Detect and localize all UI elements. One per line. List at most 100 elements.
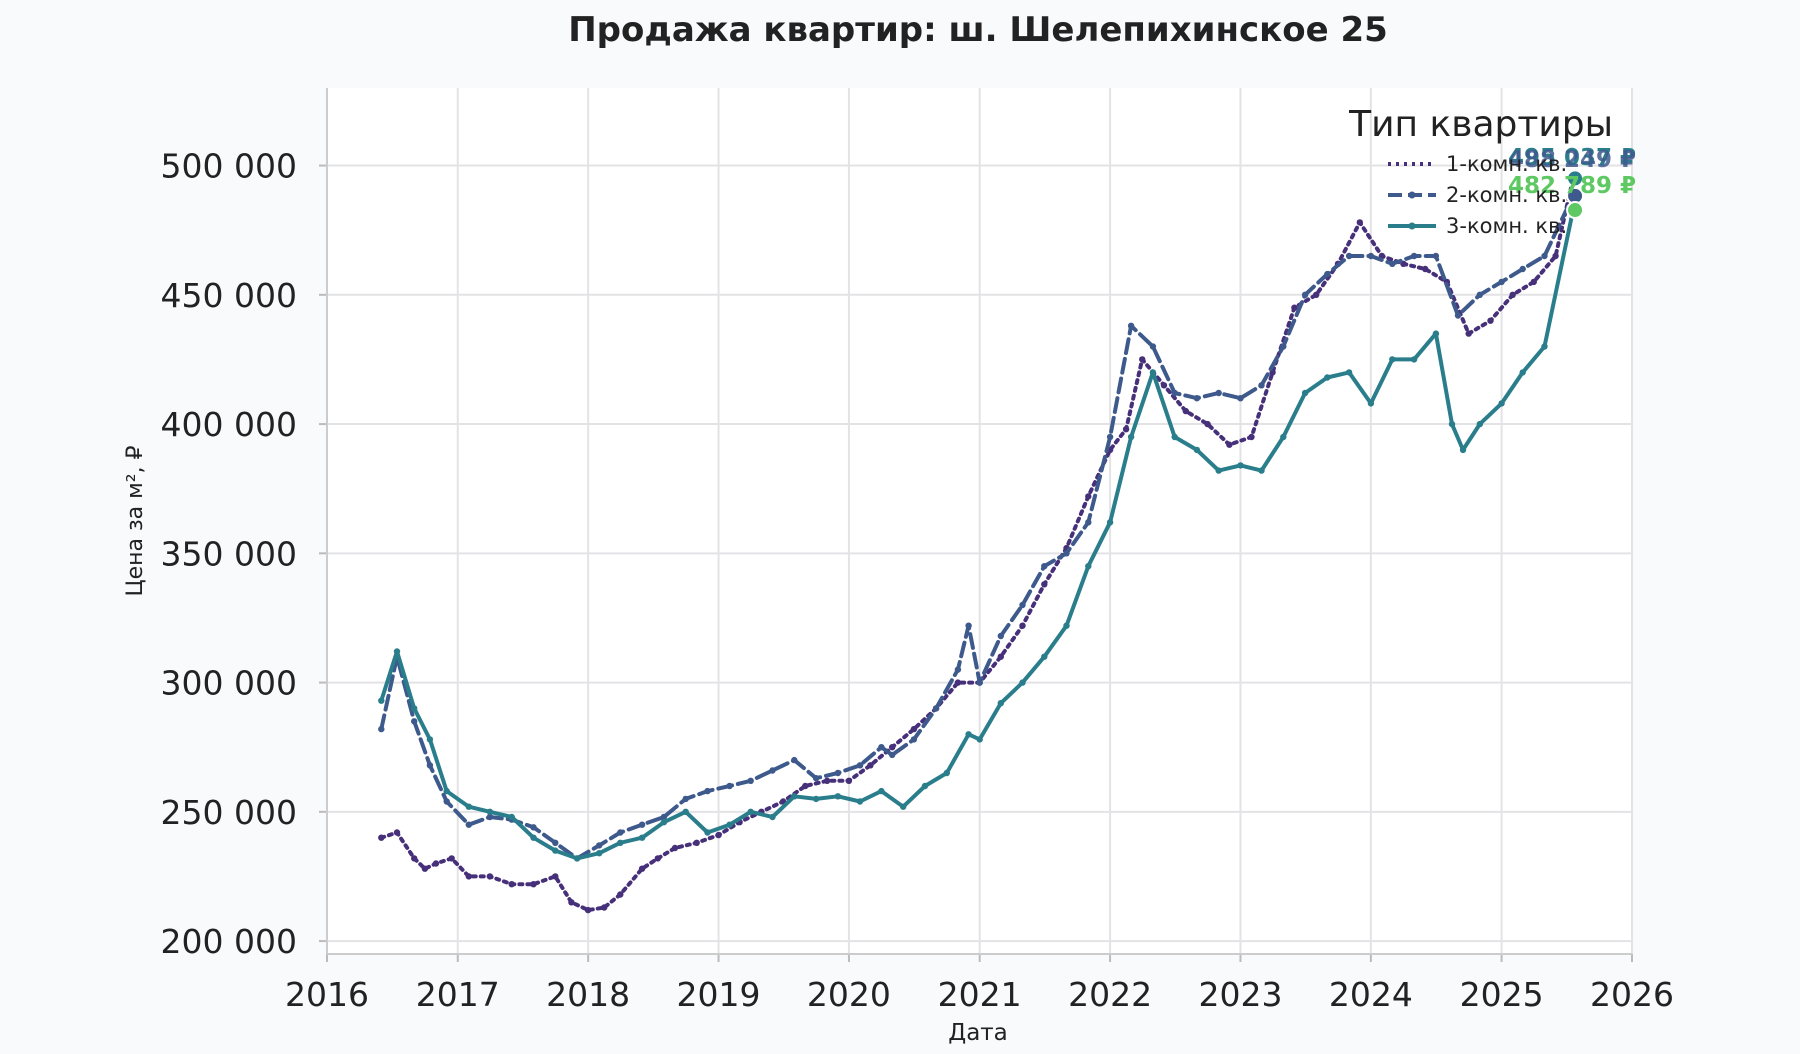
data-point [1182,407,1190,415]
data-point [1422,265,1429,273]
data-point [1237,395,1244,402]
data-point [1519,369,1526,376]
data-point [1498,278,1505,286]
data-point [1127,322,1135,329]
data-point [856,762,864,769]
data-point [1541,343,1548,350]
series-2-room [378,192,1577,862]
data-point [1432,330,1440,337]
end-labels: 495 037 ₽482 789 ₽488 249 ₽ [1508,145,1636,220]
data-point [1085,563,1092,570]
data-point [769,767,776,774]
data-point [1106,433,1114,441]
data-point [654,855,661,862]
data-point [1519,265,1526,273]
data-point [878,744,885,751]
data-point [878,787,885,795]
data-point [682,808,689,815]
legend-marker [1408,191,1416,199]
data-point [426,736,434,743]
legend-label-2: 2-комн. кв. [1446,183,1567,207]
data-point [1476,291,1484,298]
data-point [1149,369,1157,376]
x-tick-label: 2019 [677,975,761,1014]
data-point [1389,356,1396,363]
data-point [976,679,983,686]
data-point [1498,400,1505,407]
data-point [486,873,494,880]
data-point [552,839,559,846]
end-marker [1566,201,1585,220]
data-point [465,803,472,810]
data-point [997,632,1004,640]
data-point [443,787,450,795]
data-point [1215,467,1222,474]
data-point [682,795,689,803]
series-3-room [378,206,1577,862]
data-point [1345,252,1353,260]
data-point [1258,382,1265,389]
x-tick-label: 2023 [1198,975,1282,1014]
data-point [530,881,537,888]
data-point [393,829,401,836]
legend: Тип квартиры 1-комн. кв. 2-комн. кв. 3-ком… [1348,104,1613,238]
data-point [465,873,472,880]
data-point [596,850,603,857]
data-point [1171,389,1178,397]
data-point [1280,433,1287,441]
data-point [1291,304,1298,311]
data-point [965,622,972,629]
data-point [530,824,537,831]
x-tick-label: 2016 [285,975,369,1014]
data-point [856,798,864,805]
data-point [1530,278,1538,286]
data-point [465,821,472,828]
y-tick-label: 350 000 [161,534,297,573]
data-point [823,777,831,784]
y-tick-label: 200 000 [161,922,297,961]
data-point [715,831,722,839]
data-point [1410,252,1418,260]
data-point [660,813,668,821]
data-point [426,762,434,769]
data-point [638,865,646,872]
data-point [1085,519,1092,526]
data-point [411,855,418,862]
y-tick-label: 250 000 [161,793,297,832]
series-line [379,176,1576,913]
data-point [617,829,624,836]
legend-label-3: 3-комн. кв. [1446,214,1567,238]
data-point [1019,622,1026,629]
legend-marker [1408,222,1416,230]
data-point [411,705,418,712]
data-point [421,865,429,872]
data-point [910,725,918,733]
data-point [693,839,700,846]
data-point [1041,581,1048,588]
data-point [617,891,624,898]
data-point [1041,653,1048,660]
data-point [1139,356,1146,363]
data-point [769,813,776,821]
data-point [508,881,515,888]
data-point [584,906,592,914]
y-tick-label: 400 000 [161,405,297,444]
data-point [1487,317,1494,324]
x-tick-label: 2024 [1329,975,1413,1014]
data-point [954,666,962,673]
data-point [1215,389,1222,397]
data-point [552,873,559,880]
data-point [601,904,608,911]
end-value-label: 488 249 ₽ [1508,147,1636,173]
data-point [1226,441,1233,448]
data-point [1127,433,1135,441]
data-point [1193,446,1201,454]
data-point [1459,446,1467,454]
axes: 200 000 250 000 300 000 350 000 400 000 450 0… [161,88,1674,1014]
data-point [834,793,842,800]
data-point [1063,550,1070,557]
data-point [1122,426,1130,433]
data-point [921,782,929,790]
data-point [997,653,1004,660]
data-point [1301,291,1309,298]
